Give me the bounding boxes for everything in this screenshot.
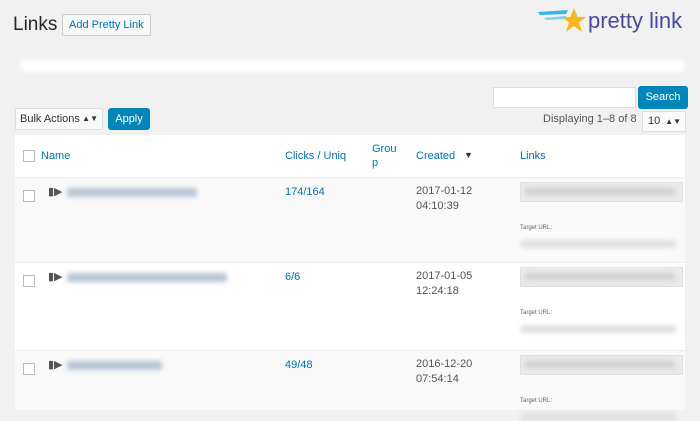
displaying-count: Displaying 1–8 of 8: [543, 113, 637, 125]
created-date: 2017-01-05: [416, 270, 473, 282]
table-row: ▮▶ 174/164 2017-01-12 04:10:39 Target UR…: [15, 177, 685, 262]
url-blurred: [525, 188, 675, 195]
url-blurred: [525, 273, 675, 280]
clicks-link[interactable]: 6/6: [285, 271, 301, 283]
table-row: ▮▶ 49/48 2016-12-20 07:54:14 Target URL:: [15, 350, 685, 421]
clicks-link[interactable]: 49/48: [285, 359, 313, 371]
redirect-arrow-icon: ▮▶: [48, 186, 63, 198]
target-url-label: Target URL:: [520, 398, 553, 404]
column-created[interactable]: Created: [416, 150, 456, 162]
logo-text: pretty link: [588, 8, 683, 33]
pretty-link-logo: pretty link: [538, 6, 682, 36]
redirect-arrow-icon: ▮▶: [48, 359, 63, 371]
link-name-blurred[interactable]: [67, 188, 197, 197]
clicks-link[interactable]: 174/164: [285, 186, 325, 198]
target-url-blurred[interactable]: [521, 240, 676, 248]
target-url-blurred[interactable]: [521, 413, 676, 421]
created-time: 04:10:39: [416, 200, 459, 212]
target-url-label: Target URL:: [520, 225, 553, 231]
search-button[interactable]: Search: [638, 86, 688, 109]
link-name-blurred[interactable]: [67, 361, 162, 370]
star-logo-icon: [538, 8, 586, 32]
created-time: 12:24:18: [416, 285, 459, 297]
created-date: 2016-12-20: [416, 358, 473, 370]
search-input[interactable]: [493, 87, 636, 108]
bulk-actions-value: Bulk Actions: [20, 113, 80, 125]
per-page-select[interactable]: 10 ▲▼: [642, 111, 686, 132]
sort-desc-icon: ▼: [464, 150, 473, 160]
blurred-notice-bar: [20, 60, 685, 72]
bulk-actions-select[interactable]: Bulk Actions ▲▼: [15, 108, 103, 130]
table-row: ▮▶ 6/6 2017-01-05 12:24:18 Target URL:: [15, 262, 685, 350]
row-checkbox[interactable]: [23, 190, 35, 202]
row-checkbox[interactable]: [23, 363, 35, 375]
apply-button[interactable]: Apply: [108, 108, 150, 130]
url-blurred: [525, 361, 675, 368]
per-page-value: 10: [648, 115, 661, 127]
target-url-label: Target URL:: [520, 310, 553, 316]
add-pretty-link-button[interactable]: Add Pretty Link: [62, 14, 151, 36]
redirect-arrow-icon: ▮▶: [48, 271, 63, 283]
created-time: 07:54:14: [416, 373, 459, 385]
select-arrows-icon: ▲▼: [82, 114, 98, 123]
select-arrows-icon: ▲▼: [665, 117, 681, 126]
column-clicks[interactable]: Clicks / Uniq: [285, 150, 347, 162]
page-title: Links: [13, 14, 58, 35]
column-group[interactable]: Grou p: [372, 143, 397, 169]
created-date: 2017-01-12: [416, 185, 473, 197]
column-name[interactable]: Name: [41, 150, 71, 162]
link-name-blurred[interactable]: [67, 273, 227, 282]
select-all-checkbox[interactable]: [23, 150, 35, 162]
row-checkbox[interactable]: [23, 275, 35, 287]
links-table: Name Clicks / Uniq Grou p Created ▼ Link…: [15, 135, 685, 421]
column-links[interactable]: Links: [520, 150, 546, 162]
target-url-blurred[interactable]: [521, 325, 676, 333]
